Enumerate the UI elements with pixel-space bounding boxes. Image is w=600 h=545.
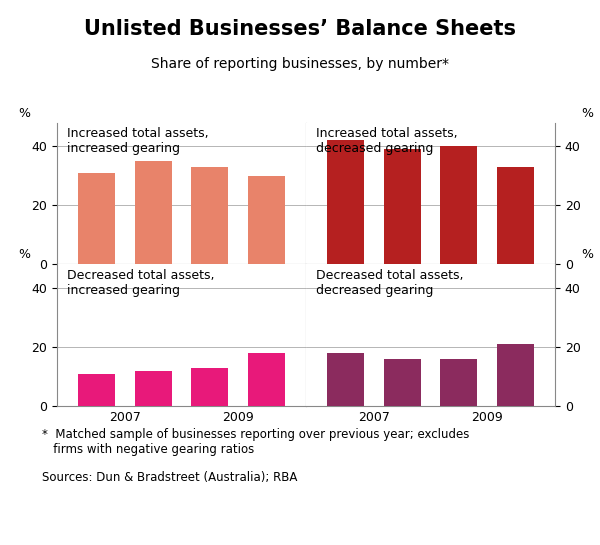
Bar xyxy=(384,149,421,264)
Bar xyxy=(497,167,534,264)
Bar xyxy=(327,140,364,264)
Text: %: % xyxy=(19,249,31,262)
Bar xyxy=(440,359,477,406)
Text: Decreased total assets,
decreased gearing: Decreased total assets, decreased gearin… xyxy=(316,269,463,296)
Bar xyxy=(135,161,172,264)
Bar xyxy=(384,359,421,406)
Text: Increased total assets,
increased gearing: Increased total assets, increased gearin… xyxy=(67,127,209,155)
Bar xyxy=(248,175,285,264)
Text: %: % xyxy=(581,249,593,262)
Text: Decreased total assets,
increased gearing: Decreased total assets, increased gearin… xyxy=(67,269,214,296)
Bar xyxy=(135,371,172,406)
Text: Share of reporting businesses, by number*: Share of reporting businesses, by number… xyxy=(151,57,449,71)
Text: *  Matched sample of businesses reporting over previous year; excludes
   firms : * Matched sample of businesses reporting… xyxy=(42,428,469,456)
Bar xyxy=(440,146,477,264)
Bar xyxy=(191,167,228,264)
Text: Increased total assets,
decreased gearing: Increased total assets, decreased gearin… xyxy=(316,127,458,155)
Bar xyxy=(248,353,285,406)
Bar xyxy=(327,353,364,406)
Text: Sources: Dun & Bradstreet (Australia); RBA: Sources: Dun & Bradstreet (Australia); R… xyxy=(42,471,298,485)
Text: %: % xyxy=(581,107,593,120)
Bar xyxy=(497,344,534,406)
Bar xyxy=(191,368,228,406)
Bar xyxy=(78,373,115,406)
Bar xyxy=(78,173,115,264)
Text: Unlisted Businesses’ Balance Sheets: Unlisted Businesses’ Balance Sheets xyxy=(84,19,516,39)
Text: %: % xyxy=(19,107,31,120)
